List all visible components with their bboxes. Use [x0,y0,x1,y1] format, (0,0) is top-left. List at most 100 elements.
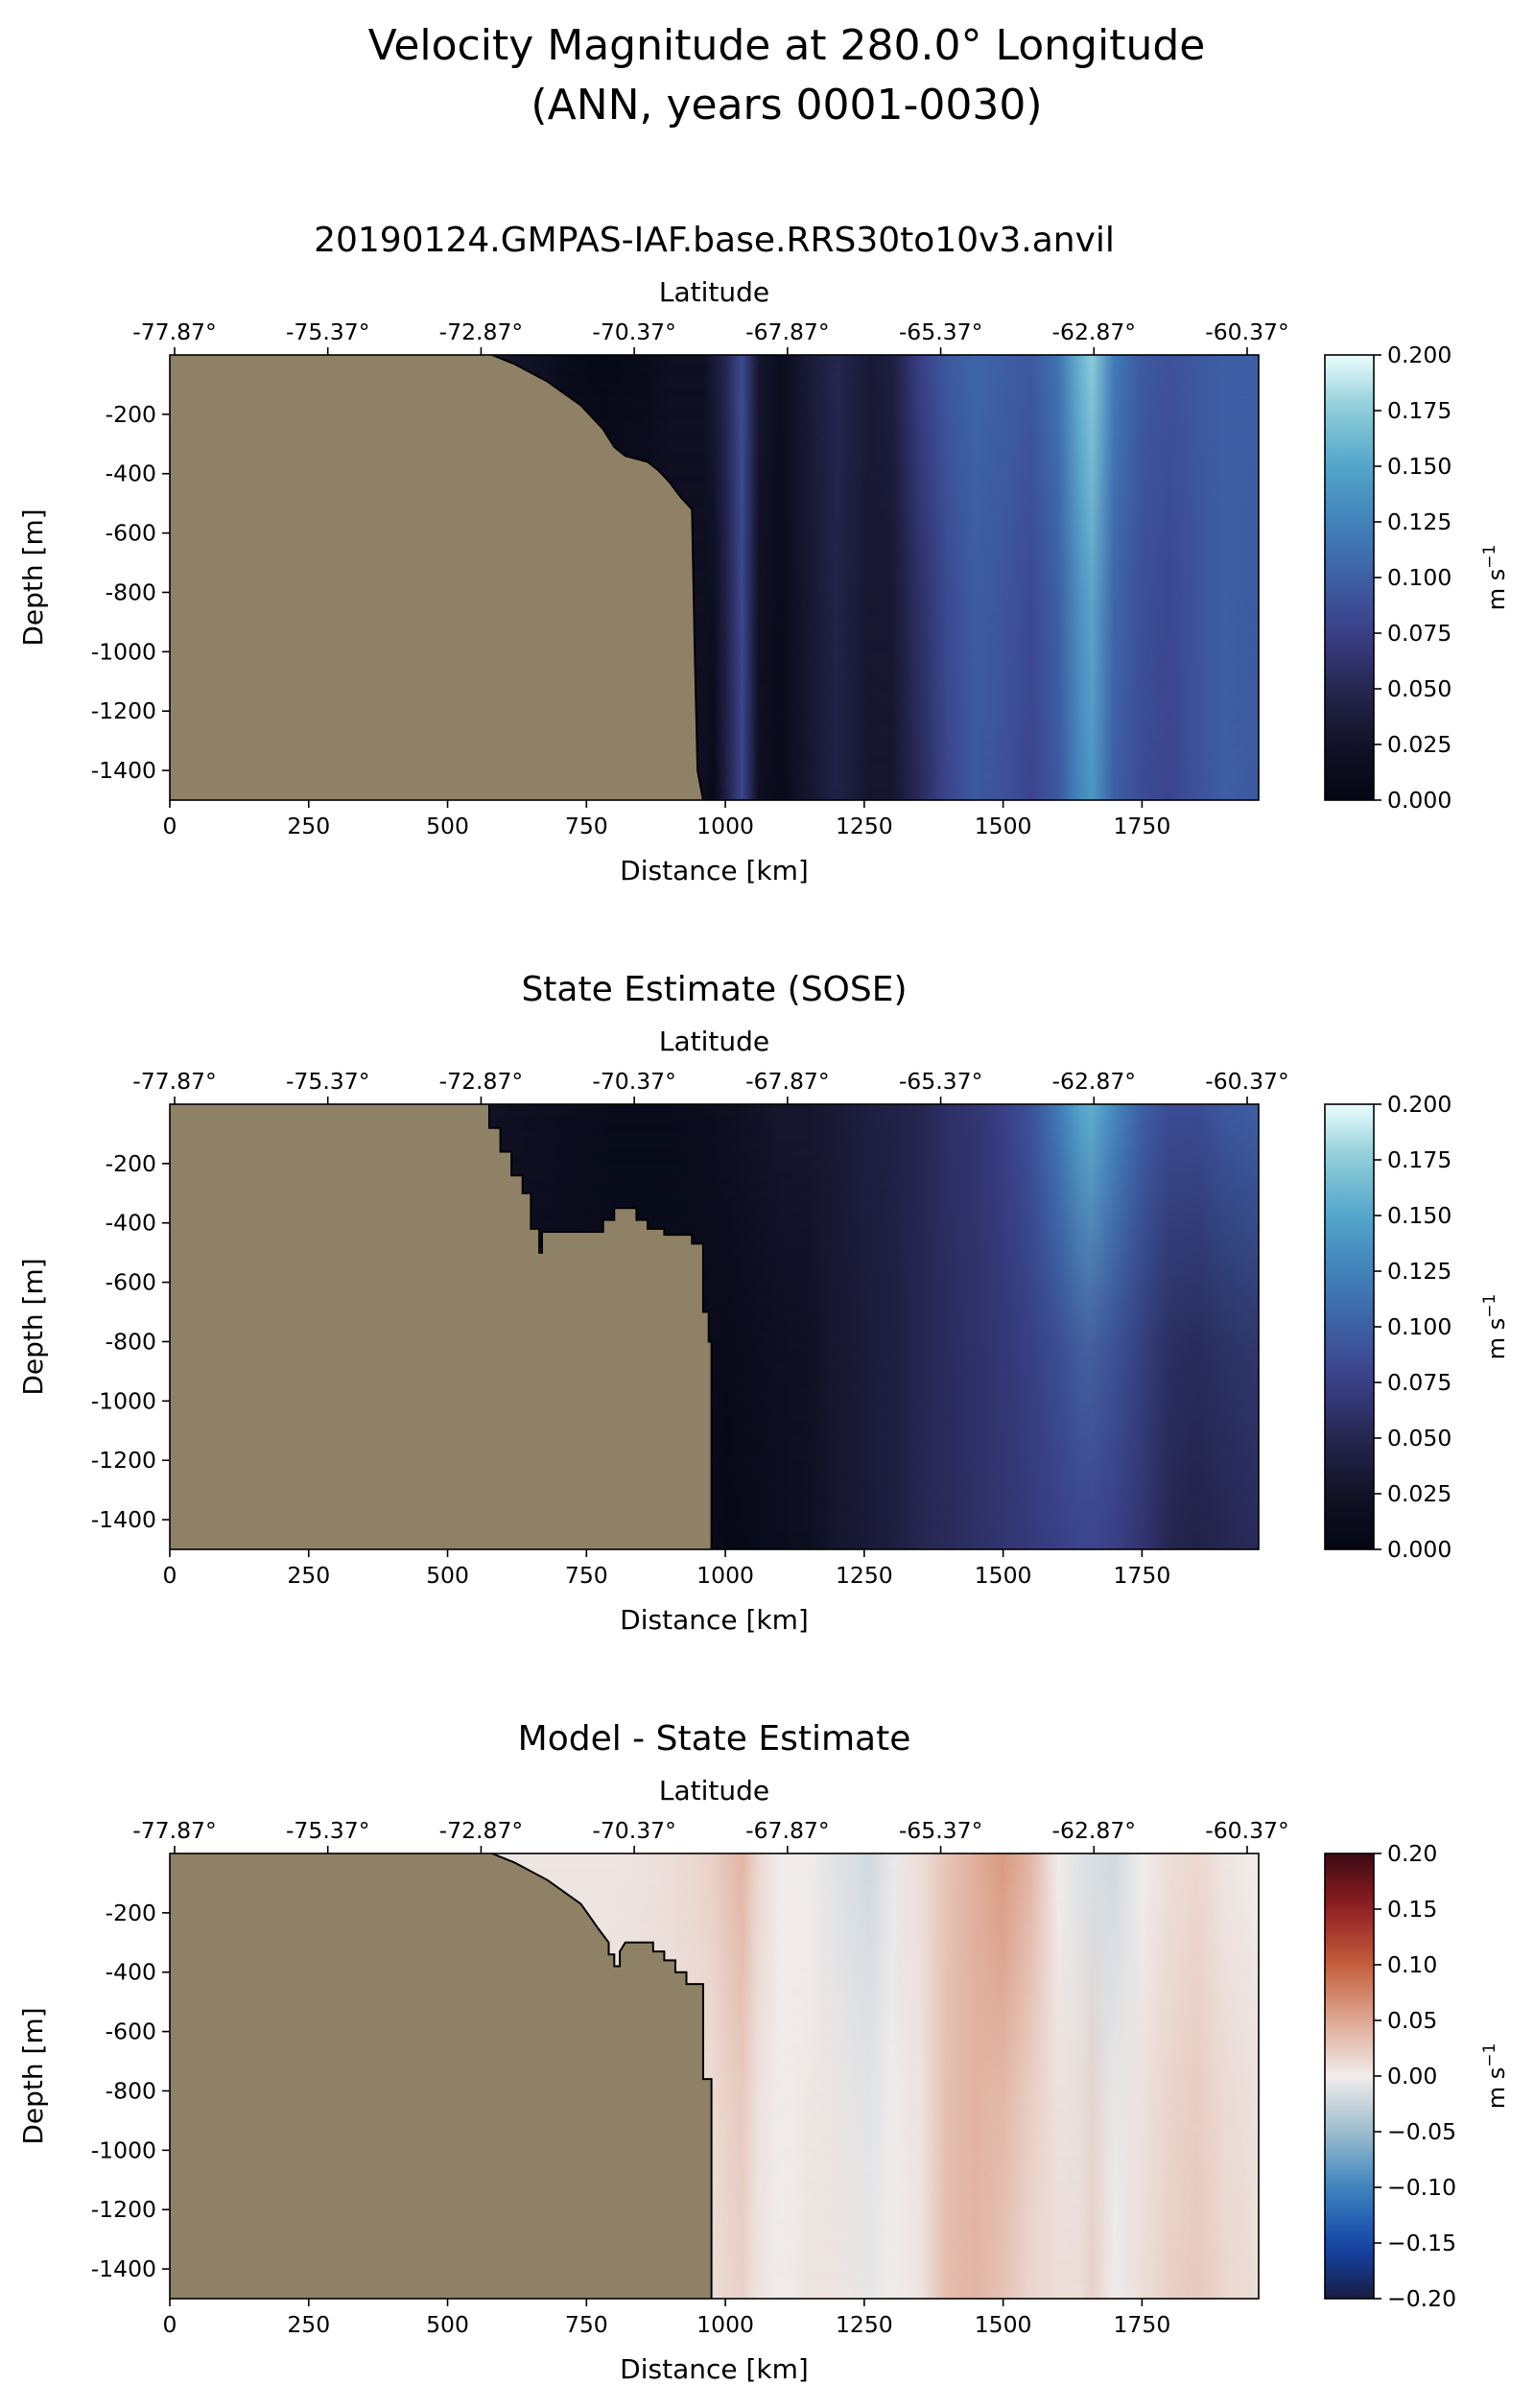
colorbar-tick-label: −0.20 [1387,2285,1456,2312]
y-tick-label: -200 [106,1150,156,1177]
top-tick-label: -67.87° [745,1068,830,1095]
colorbar-tick-label: 0.100 [1387,1313,1451,1340]
x-tick-label: 1000 [696,2311,754,2338]
land-mask [170,355,703,800]
colorbar [1324,1103,1375,1550]
land-mask [170,1853,712,2299]
top-tick-label: -65.37° [899,1068,983,1095]
colorbar-tick-label: 0.175 [1387,1146,1451,1173]
axes-frame [169,354,1260,801]
y-tick-label: -400 [106,1959,156,1986]
top-tick-label: -72.87° [439,1817,524,1844]
y-tick-label: -1200 [91,697,156,724]
colorbar-tick-label: 0.050 [1387,675,1451,702]
top-tick-label: -67.87° [745,319,830,345]
panel-title: 20190124.GMPAS-IAF.base.RRS30to10v3.anvi… [314,221,1115,260]
colorbar-tick-label: 0.150 [1387,1202,1451,1229]
colorbar-label: m s−1 [1480,1294,1510,1360]
colorbar-tick-label: 0.100 [1387,564,1451,591]
y-tick-label: -200 [106,1900,156,1926]
x-axis-label: Distance [km] [620,855,809,886]
colorbar-tick-label: 0.000 [1387,787,1451,814]
colorbar-tick-label: −0.10 [1387,2174,1456,2201]
y-tick-label: -1200 [91,1447,156,1474]
y-tick-label: -600 [106,520,156,547]
colorbar-tick-label: −0.15 [1387,2230,1456,2256]
colorbar-tick-label: 0.00 [1387,2063,1437,2089]
land-boundary-line [491,354,704,801]
x-tick-label: 1000 [696,1562,754,1589]
y-tick-label: -600 [106,1269,156,1296]
y-tick-label: -1400 [91,1506,156,1533]
x-tick-label: 750 [565,1562,608,1589]
x-tick-label: 1500 [975,1562,1032,1589]
colorbar-tick-label: 0.075 [1387,620,1451,647]
top-tick-label: -65.37° [899,319,983,345]
land-mask [170,1104,712,1549]
top-tick-label: -60.37° [1205,319,1289,345]
colorbar-tick-label: −0.05 [1387,2118,1456,2145]
top-tick-label: -70.37° [592,319,676,345]
top-tick-label: -77.87° [132,319,217,345]
top-tick-label: -65.37° [899,1817,983,1844]
y-axis-label: Depth [m] [17,2007,49,2144]
y-axis-label: Depth [m] [17,1258,49,1395]
colorbar [1324,354,1375,801]
x-tick-label: 750 [565,813,608,839]
y-tick-label: -1400 [91,2255,156,2282]
colorbar-label: m s−1 [1480,545,1510,611]
colorbar-tick-label: 0.175 [1387,397,1451,424]
x-tick-label: 1250 [836,813,893,839]
top-tick-label: -70.37° [592,1817,676,1844]
top-tick-label: -62.87° [1052,319,1137,345]
colorbar-tick-label: 0.000 [1387,1536,1451,1563]
axes-frame [169,1853,1260,2300]
top-tick-label: -62.87° [1052,1817,1137,1844]
y-tick-label: -1400 [91,757,156,784]
colorbar-tick-label: 0.05 [1387,2007,1437,2034]
colorbar-label: m s−1 [1480,2043,1510,2110]
x-tick-label: 0 [163,2311,177,2338]
colorbar-tick-label: 0.150 [1387,453,1451,480]
x-tick-label: 250 [287,813,330,839]
y-tick-label: -800 [106,1328,156,1355]
x-tick-label: 1750 [1113,1562,1170,1589]
y-tick-label: -200 [106,401,156,428]
x-tick-label: 1750 [1113,813,1170,839]
colorbar-tick-label: 0.050 [1387,1425,1451,1452]
top-tick-label: -77.87° [132,1817,217,1844]
x-tick-label: 0 [163,1562,177,1589]
top-tick-label: -75.37° [286,319,370,345]
panel-1: 20190124.GMPAS-IAF.base.RRS30to10v3.anvi… [17,221,1510,886]
top-tick-label: -77.87° [132,1068,217,1095]
top-tick-label: -60.37° [1205,1817,1289,1844]
top-tick-label: -60.37° [1205,1068,1289,1095]
x-tick-label: 1500 [975,2311,1032,2338]
figure-title-line2: (ANN, years 0001-0030) [531,81,1042,130]
top-tick-label: -70.37° [592,1068,676,1095]
x-tick-label: 500 [426,2311,469,2338]
top-axis-label: Latitude [659,1775,769,1806]
colorbar-tick-label: 0.200 [1387,342,1451,368]
colorbar-tick-label: 0.10 [1387,1951,1437,1978]
x-tick-label: 1750 [1113,2311,1170,2338]
colorbar [1324,1853,1375,2300]
top-axis-label: Latitude [659,276,769,308]
panel-title: Model - State Estimate [518,1719,911,1759]
y-tick-label: -600 [106,2018,156,2045]
colorbar-tick-label: 0.200 [1387,1091,1451,1118]
y-tick-label: -400 [106,1210,156,1237]
top-tick-label: -72.87° [439,1068,524,1095]
colorbar-tick-label: 0.025 [1387,731,1451,758]
axes-frame [169,1103,1260,1550]
y-tick-label: -400 [106,460,156,487]
x-axis-label: Distance [km] [620,2353,809,2385]
top-tick-label: -75.37° [286,1817,370,1844]
colorbar-tick-label: 0.125 [1387,508,1451,535]
x-tick-label: 500 [426,1562,469,1589]
y-tick-label: -1000 [91,1387,156,1414]
land-boundary-line [491,1853,713,2299]
y-tick-label: -800 [106,578,156,605]
x-tick-label: 1250 [836,1562,893,1589]
